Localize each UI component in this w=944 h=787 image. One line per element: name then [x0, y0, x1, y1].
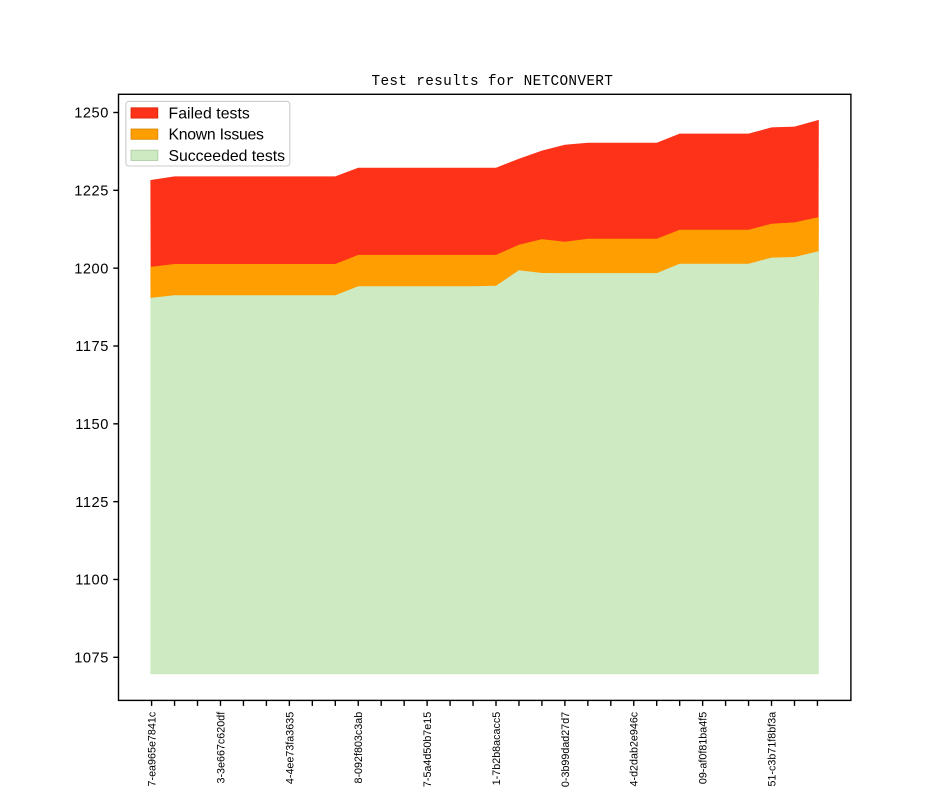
svg-text:4-d2dab2e946c: 4-d2dab2e946c: [629, 711, 641, 786]
svg-text:7-ea965e7841c: 7-ea965e7841c: [147, 711, 159, 786]
svg-text:1225: 1225: [74, 184, 109, 200]
svg-text:0-3b99dad27d7: 0-3b99dad27d7: [560, 712, 572, 787]
svg-text:1125: 1125: [75, 495, 109, 511]
svg-text:09-af0f81ba4f5: 09-af0f81ba4f5: [698, 712, 710, 784]
svg-text:51-c3b71f8bf3a: 51-c3b71f8bf3a: [766, 712, 778, 787]
svg-text:3-3e667c620df: 3-3e667c620df: [215, 712, 227, 784]
svg-text:1250: 1250: [74, 106, 109, 122]
svg-text:Known Issues: Known Issues: [169, 127, 264, 144]
svg-text:Succeeded tests: Succeeded tests: [169, 148, 286, 165]
svg-text:1075: 1075: [74, 651, 109, 667]
svg-text:1200: 1200: [74, 261, 109, 277]
svg-text:Failed tests: Failed tests: [169, 105, 250, 122]
svg-text:Test results for NETCONVERT: Test results for NETCONVERT: [372, 74, 614, 90]
svg-text:1100: 1100: [75, 573, 109, 589]
svg-text:8-092f803c3ab: 8-092f803c3ab: [353, 712, 365, 784]
svg-text:1175: 1175: [75, 339, 109, 355]
svg-text:1150: 1150: [75, 417, 109, 433]
svg-text:7-5a4d50b7e15: 7-5a4d50b7e15: [422, 712, 434, 787]
svg-text:1-7b2b8acacc5: 1-7b2b8acacc5: [491, 712, 503, 786]
svg-text:4-4ee73fa3635: 4-4ee73fa3635: [284, 712, 296, 784]
